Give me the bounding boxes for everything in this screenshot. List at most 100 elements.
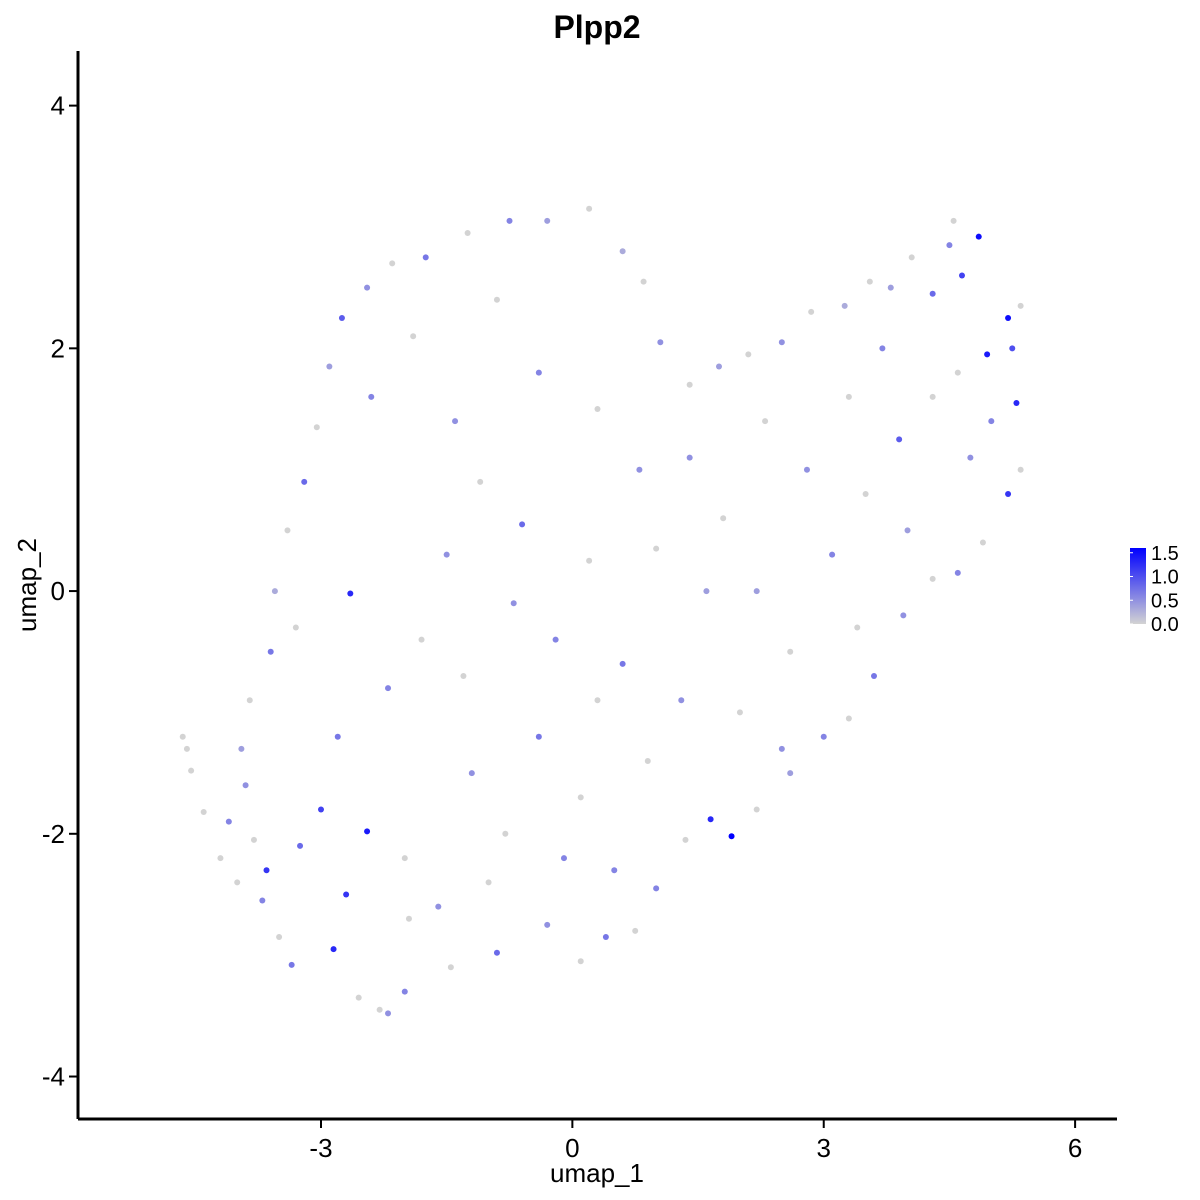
y-tick-label: -2: [42, 819, 65, 849]
data-point: [988, 418, 995, 425]
data-point: [762, 418, 769, 425]
data-point: [493, 949, 500, 956]
data-point: [984, 351, 991, 358]
colorbar-tick-label: 1.5: [1151, 543, 1179, 565]
x-tick-label: 3: [816, 1133, 830, 1163]
data-point: [715, 363, 722, 370]
data-point: [535, 369, 542, 376]
points-layer: [179, 205, 1024, 1017]
data-point: [263, 867, 270, 874]
data-point: [854, 624, 861, 631]
data-point: [288, 961, 295, 968]
data-point: [845, 393, 852, 400]
data-point: [954, 569, 961, 576]
data-point: [619, 660, 626, 667]
data-point: [829, 551, 836, 558]
chart-title: Plpp2: [553, 9, 640, 45]
data-point: [887, 284, 894, 291]
data-point: [200, 808, 207, 815]
colorbar: [1130, 548, 1146, 624]
colorbar-tick-label: 0.0: [1151, 614, 1179, 636]
data-point: [602, 933, 609, 940]
data-point: [468, 770, 475, 777]
data-point: [862, 490, 869, 497]
data-point: [250, 836, 257, 843]
data-point: [720, 515, 727, 522]
data-point: [292, 624, 299, 631]
data-point: [586, 557, 593, 564]
data-point: [301, 478, 308, 485]
data-point: [238, 745, 245, 752]
data-point: [686, 454, 693, 461]
data-point: [636, 466, 643, 473]
data-point: [908, 254, 915, 261]
data-point: [929, 290, 936, 297]
data-point: [845, 715, 852, 722]
data-point: [736, 709, 743, 716]
data-point: [326, 363, 333, 370]
data-point: [929, 393, 936, 400]
data-point: [368, 393, 375, 400]
data-point: [401, 855, 408, 862]
x-axis-label: umap_1: [550, 1158, 644, 1188]
data-point: [975, 233, 982, 240]
data-point: [271, 588, 278, 595]
data-point: [1005, 490, 1012, 497]
data-point: [443, 551, 450, 558]
data-point: [820, 733, 827, 740]
data-point: [594, 406, 601, 413]
data-point: [640, 278, 647, 285]
data-point: [586, 205, 593, 212]
data-point: [267, 648, 274, 655]
y-tick-label: 4: [51, 91, 65, 121]
data-point: [347, 590, 354, 597]
data-point: [535, 733, 542, 740]
data-point: [284, 527, 291, 534]
data-point: [560, 855, 567, 862]
data-point: [259, 897, 266, 904]
data-point: [217, 855, 224, 862]
data-point: [405, 915, 412, 922]
data-point: [464, 230, 471, 237]
data-point: [330, 946, 337, 953]
data-point: [866, 278, 873, 285]
data-point: [506, 217, 513, 224]
data-point: [485, 879, 492, 886]
data-point: [183, 745, 190, 752]
data-point: [967, 454, 974, 461]
data-point: [364, 828, 371, 835]
data-point: [678, 697, 685, 704]
data-point: [896, 436, 903, 443]
data-point: [225, 818, 232, 825]
data-point: [929, 575, 936, 582]
data-point: [787, 770, 794, 777]
data-point: [787, 648, 794, 655]
data-point: [234, 879, 241, 886]
data-point: [1017, 302, 1024, 309]
data-point: [1005, 315, 1012, 321]
data-point: [544, 921, 551, 928]
data-point: [753, 588, 760, 595]
colorbar-ticks: 0.00.51.01.5: [1130, 543, 1179, 636]
data-point: [519, 521, 526, 528]
data-point: [879, 345, 886, 352]
data-point: [276, 933, 283, 940]
data-point: [493, 296, 500, 303]
data-point: [246, 697, 253, 704]
data-point: [707, 816, 714, 823]
data-point: [753, 806, 760, 813]
colorbar-tick-label: 0.5: [1151, 590, 1179, 612]
data-point: [954, 369, 961, 376]
data-point: [401, 988, 408, 995]
data-point: [188, 767, 195, 774]
data-point: [452, 418, 459, 425]
y-tick-label: -4: [42, 1062, 65, 1092]
colorbar-tick-label: 1.0: [1151, 567, 1179, 589]
data-point: [338, 315, 345, 321]
data-point: [1013, 399, 1020, 406]
data-point: [313, 424, 320, 431]
data-point: [803, 466, 810, 473]
data-point: [355, 994, 362, 1001]
y-tick-label: 0: [51, 576, 65, 606]
